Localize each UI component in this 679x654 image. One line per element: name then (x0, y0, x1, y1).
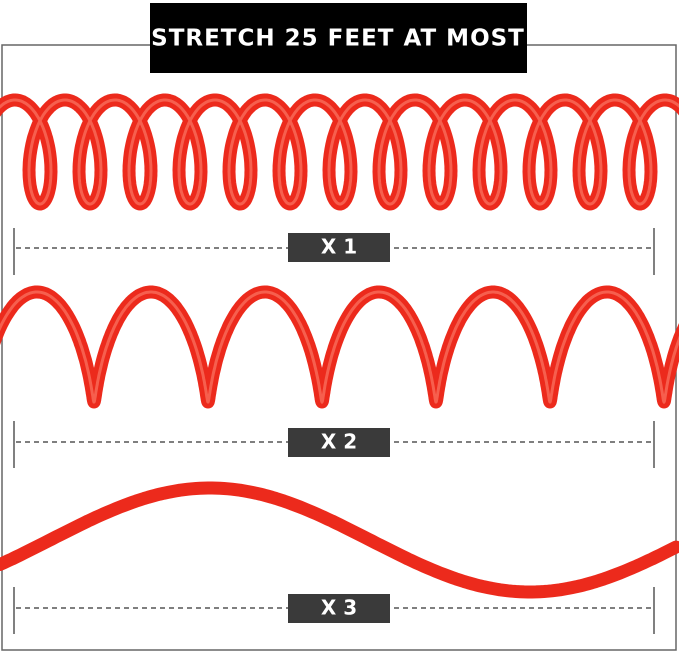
coils (0, 93, 679, 599)
coil-stretched (0, 481, 679, 599)
dimension-3: X 3 (13, 587, 655, 634)
coil-medium (0, 285, 679, 409)
coil-tight (0, 93, 679, 211)
title: STRETCH 25 FEET AT MOST (151, 26, 525, 52)
row-label: X 3 (321, 596, 357, 620)
label-box (288, 428, 390, 457)
row-label: X 2 (321, 430, 357, 454)
coil-highlight (0, 290, 679, 405)
coil-highlight (0, 98, 679, 206)
label-box (288, 594, 390, 623)
row-label: X 1 (321, 235, 357, 259)
title-box (150, 3, 527, 73)
label-box (288, 233, 390, 262)
dimension-2: X 2 (13, 421, 655, 468)
dimension-1: X 1 (13, 228, 655, 275)
